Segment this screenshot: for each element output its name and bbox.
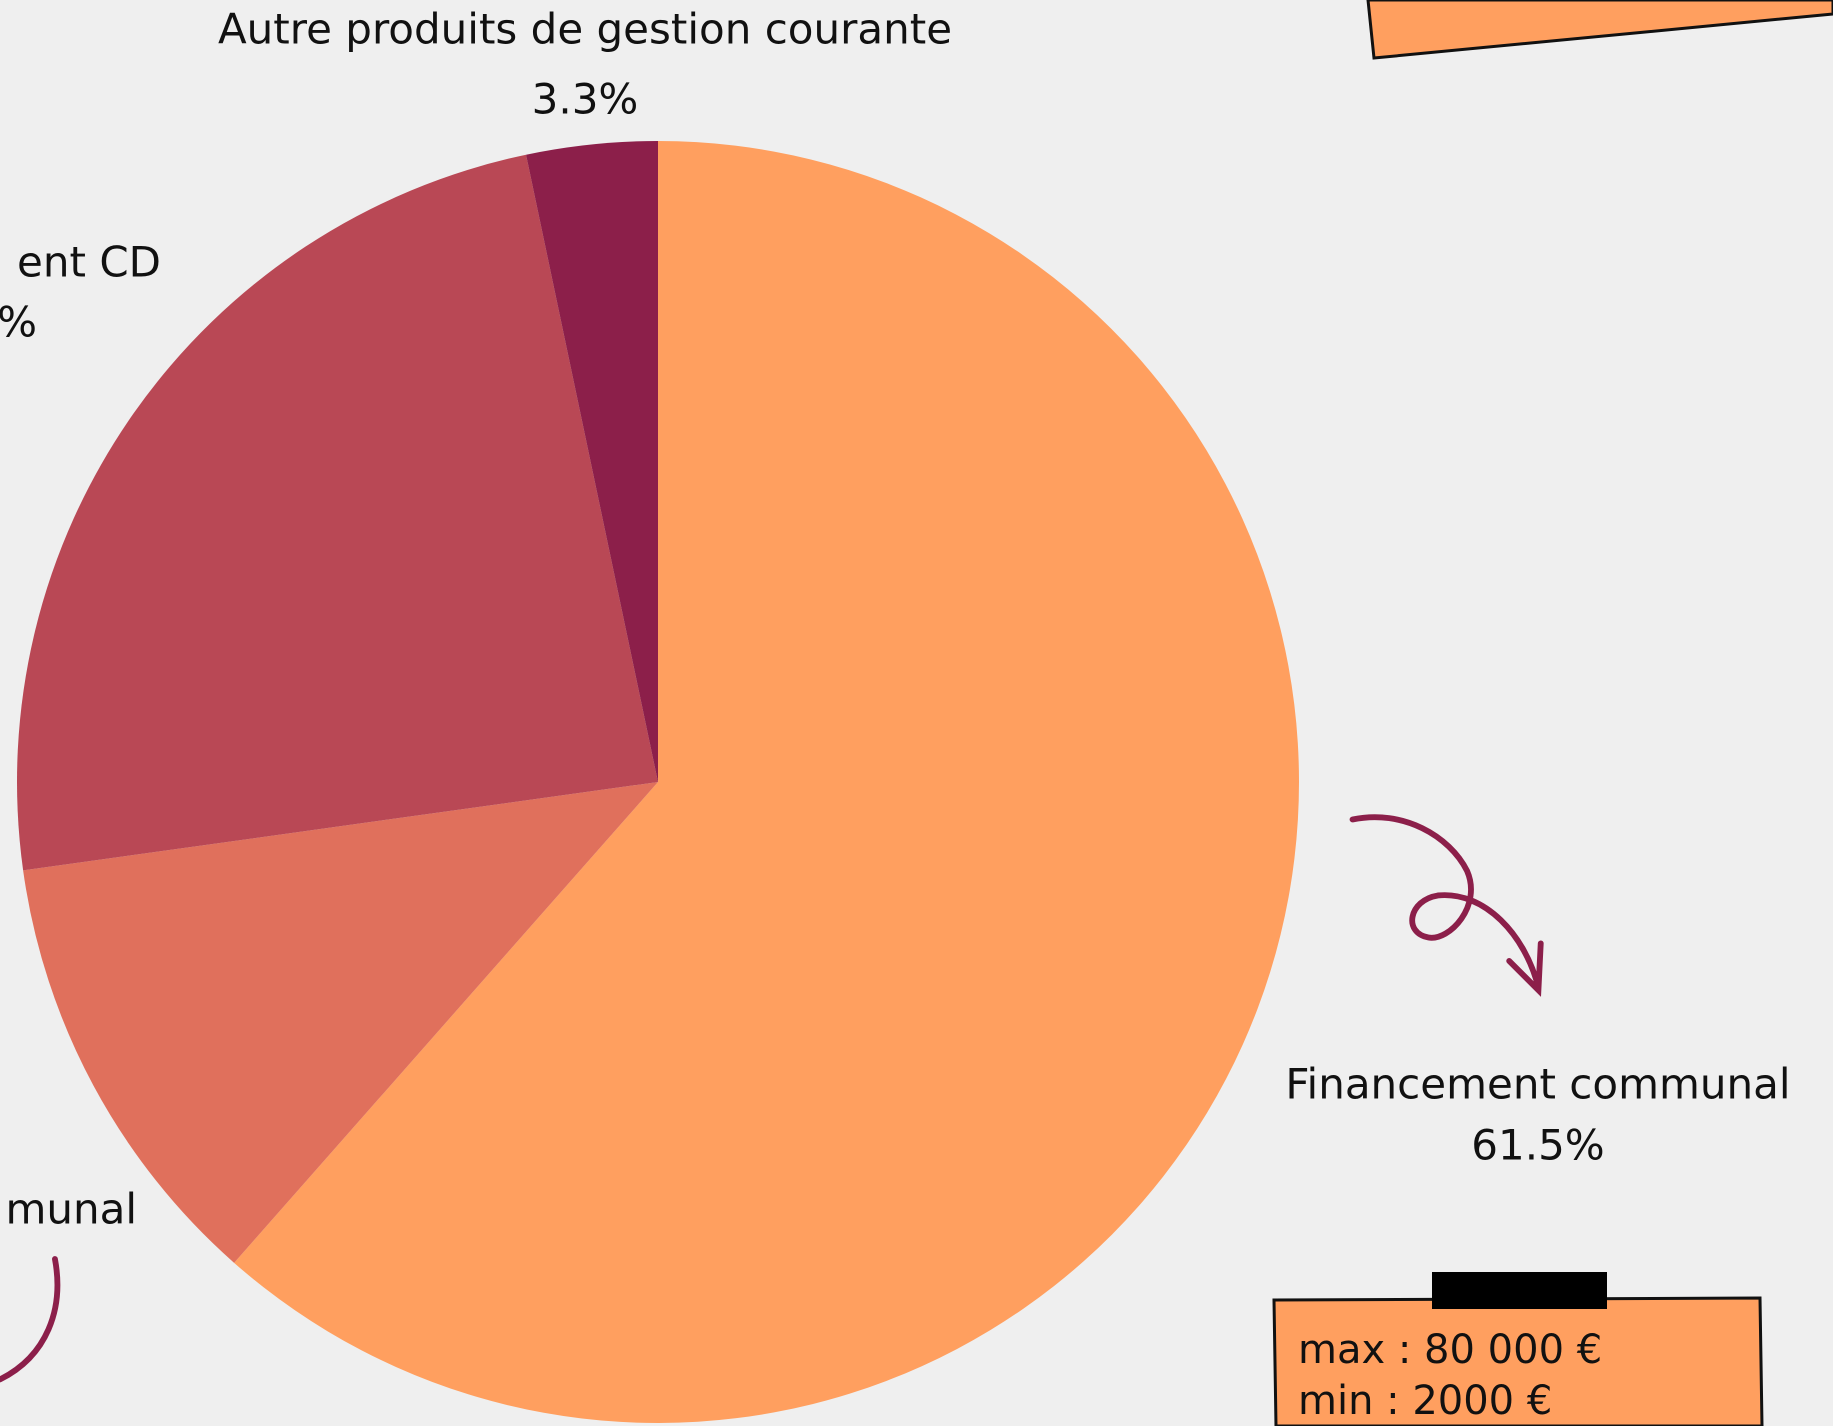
slice-label: Financement communal bbox=[1285, 1060, 1790, 1109]
note-line: max : 80 000 € bbox=[1298, 1327, 1602, 1373]
note-card-top bbox=[1368, 0, 1833, 58]
slice-label: Autre produits de gestion courante bbox=[218, 5, 952, 54]
slice-value-label: 3.3% bbox=[532, 75, 639, 124]
slice-value-label: 23.9% bbox=[0, 298, 37, 347]
chart: Autre produits de gestion courante 3.3% … bbox=[0, 0, 1833, 1426]
note-line: min : 2000 € bbox=[1298, 1378, 1552, 1424]
tape bbox=[1432, 1272, 1607, 1309]
pie bbox=[17, 141, 1299, 1423]
slice-value-label: 61.5% bbox=[1471, 1121, 1604, 1170]
page: {"chart_data": {"type": "pie", "categori… bbox=[0, 0, 1833, 1426]
slice-label: ent CD bbox=[17, 238, 161, 287]
slice-label: munal bbox=[5, 1185, 137, 1234]
